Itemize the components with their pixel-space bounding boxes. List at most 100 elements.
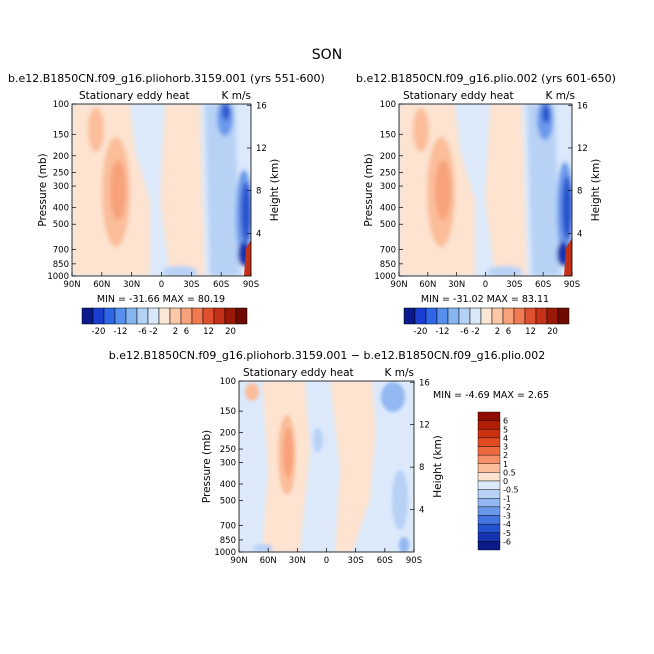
axes-panel-0: 100 150 200 250 300 400 500 700 850 1000 Pressure … [37, 100, 281, 290]
units-label: K m/s [385, 367, 414, 379]
y-tick-label: 300 [220, 459, 236, 469]
colorbar-horizontal-0: -20 -12 -6 -2 2 6 12 20 [81, 307, 248, 337]
y-right-tick-label: 12 [419, 421, 430, 431]
y-right-tick-label: 8 [419, 463, 424, 473]
y-tick-label: 1000 [374, 272, 396, 282]
colorbar-swatch [477, 463, 501, 473]
x-tick-label: 30S [506, 280, 522, 290]
x-tick-label: 60S [377, 556, 393, 566]
x-tick-label: 60S [213, 280, 229, 290]
colorbar-label: -12 [114, 327, 128, 337]
colorbar-swatch [103, 307, 116, 325]
colorbar-swatch [477, 472, 501, 482]
x-tick-label: 90S [564, 280, 580, 290]
colorbar-label: -20 [414, 327, 428, 337]
colorbar-swatch [81, 307, 94, 325]
y-right-axis-title: Height (km) [590, 159, 602, 222]
colorbar-label: -6 [138, 327, 146, 337]
y-tick-label: 700 [380, 245, 396, 255]
colorbar-swatch [114, 307, 127, 325]
y-tick-label: 300 [380, 182, 396, 192]
y-tick-label: 700 [53, 245, 69, 255]
x-tick-label: 60N [260, 556, 277, 566]
colorbar-label: 3 [503, 443, 508, 452]
panel-control: b.e12.B1850CN.f09_g16.pliohorb.3159.001 … [8, 72, 325, 277]
y-axis-title: Pressure (mb) [37, 153, 49, 226]
colorbar-label: 20 [547, 327, 558, 337]
colorbar-swatch [235, 307, 248, 325]
y-tick-label: 400 [220, 480, 236, 490]
y-tick-label: 100 [220, 377, 236, 387]
colorbar-label: 6 [506, 327, 511, 337]
y-right-tick-label: 4 [577, 229, 582, 239]
colorbar-swatch [458, 307, 471, 325]
colorbar-swatch [477, 480, 501, 490]
colorbar-swatch [477, 506, 501, 516]
colorbar-label: 2 [173, 327, 178, 337]
stats-label: MIN = -4.69 MAX = 2.65 [433, 390, 549, 401]
y-tick-label: 100 [53, 100, 69, 110]
y-tick-label: 200 [220, 428, 236, 438]
y-right-tick-label: 12 [256, 144, 267, 154]
colorbar-swatch [202, 307, 215, 325]
y-right-tick-label: 8 [577, 187, 582, 197]
y-tick-label: 300 [53, 182, 69, 192]
colorbar-label: -20 [92, 327, 106, 337]
y-tick-label: 400 [53, 204, 69, 214]
colorbar-swatch [557, 307, 570, 325]
x-tick-label: 30N [289, 556, 306, 566]
y-tick-label: 1000 [47, 272, 69, 282]
y-right-tick-label: 4 [256, 229, 261, 239]
y-tick-label: 850 [380, 260, 396, 270]
colorbar-swatch [480, 307, 493, 325]
y-tick-label: 1000 [214, 548, 236, 558]
y-tick-label: 250 [380, 168, 396, 178]
y-axis-title: Pressure (mb) [363, 153, 375, 226]
panel-title: b.e12.B1850CN.f09_g16.pliohorb.3159.001 … [109, 349, 545, 362]
y-tick-label: 500 [380, 220, 396, 230]
y-tick-label: 150 [53, 130, 69, 140]
axes-layer: 100 150 200 250 300 400 500 700 850 1000 Pressure … [37, 100, 602, 566]
heatmap-field [239, 381, 414, 552]
axes-panel-2: 100 150 200 250 300 400 500 700 850 1000 Pressure … [201, 377, 444, 566]
y-tick-label: 250 [220, 445, 236, 455]
colorbar-label: 2 [495, 327, 500, 337]
colorbar-swatch [224, 307, 237, 325]
heatmap-field [72, 104, 251, 276]
y-tick-label: 150 [380, 130, 396, 140]
panel-pliocene: b.e12.B1850CN.f09_g16.plio.002 (yrs 601-… [356, 72, 616, 277]
colorbar-label: 12 [525, 327, 536, 337]
y-right-tick-label: 8 [256, 187, 261, 197]
y-tick-label: 850 [220, 536, 236, 546]
colorbar-swatch [414, 307, 427, 325]
units-label: K m/s [546, 90, 575, 102]
x-tick-label: 90S [243, 280, 259, 290]
colorbar-label: 1 [503, 460, 508, 469]
colorbar-label: -5 [503, 529, 511, 538]
colorbar-swatch [491, 307, 504, 325]
y-right-tick-label: 12 [577, 144, 588, 154]
colorbar-swatch [147, 307, 160, 325]
colorbar-swatch [477, 515, 501, 525]
colorbar-label: -6 [460, 327, 468, 337]
colorbar-swatch [92, 307, 105, 325]
colorbar-label: 2 [503, 451, 508, 460]
colorbar-label: -1 [503, 494, 511, 503]
colorbar-horizontal-1: -20 -12 -6 -2 2 6 12 20 [403, 307, 570, 337]
colorbar-swatch [535, 307, 548, 325]
colorbar-label: -2 [149, 327, 157, 337]
colorbar-swatch [425, 307, 438, 325]
units-label: K m/s [222, 90, 251, 102]
colorbar-label: 6 [184, 327, 189, 337]
panel-subtitle: Stationary eddy heat [243, 367, 354, 379]
panel-subtitle: Stationary eddy heat [403, 90, 514, 102]
y-tick-label: 200 [380, 152, 396, 162]
x-tick-label: 30N [448, 280, 465, 290]
x-tick-label: 60S [535, 280, 551, 290]
colorbar-swatch [477, 541, 501, 551]
colorbar-swatch [477, 498, 501, 508]
figure-title: SON [312, 47, 342, 63]
y-right-axis-title: Height (km) [269, 159, 281, 222]
x-tick-label: 90N [63, 280, 80, 290]
colorbar-swatch [477, 489, 501, 499]
